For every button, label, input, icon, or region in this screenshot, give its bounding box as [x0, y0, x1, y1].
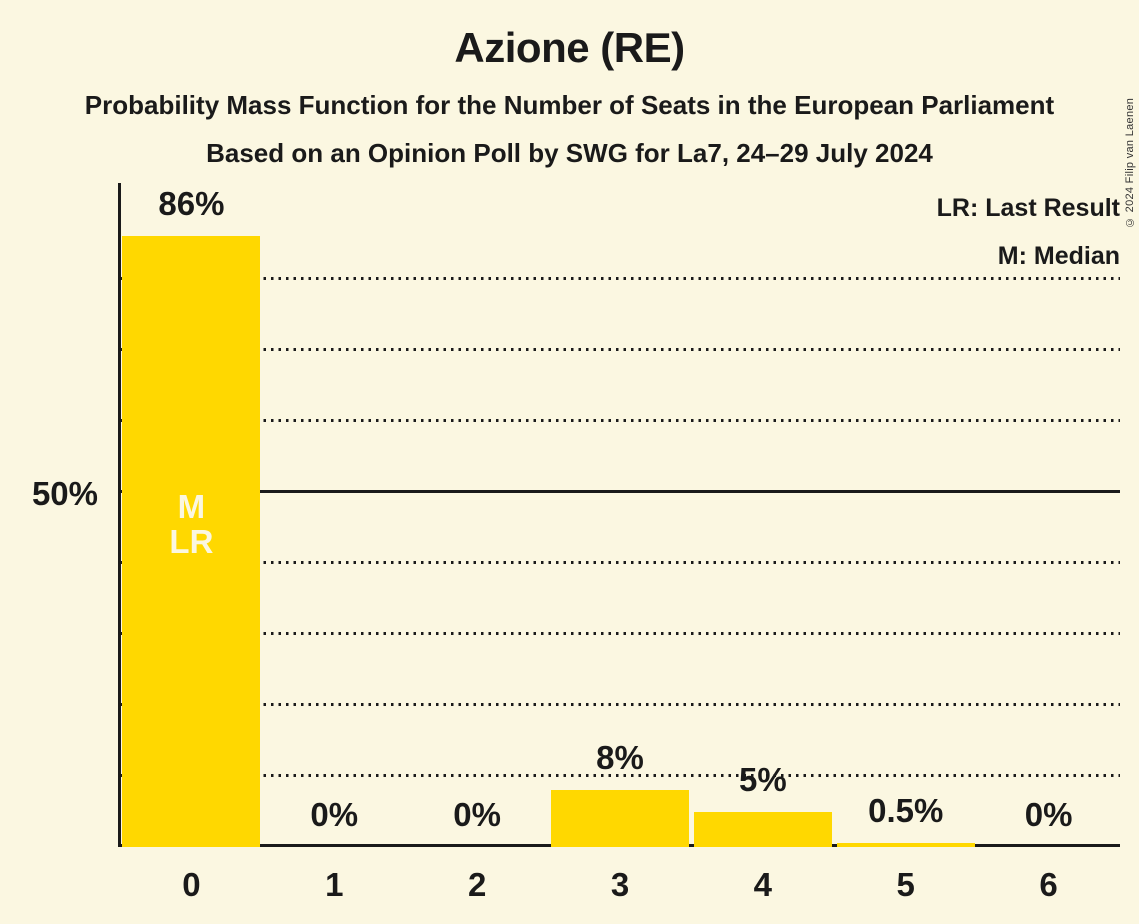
x-tick-label-4: 4: [753, 866, 773, 903]
gridline-60pct: [121, 419, 1120, 422]
bar-0: [122, 236, 261, 847]
chart-subtitle: Probability Mass Function for the Number…: [84, 90, 1055, 120]
chart-title: Azione (RE): [454, 24, 685, 71]
bar-3: [551, 790, 689, 847]
gridline-80pct: [121, 277, 1120, 280]
gridline-40pct: [121, 561, 1120, 564]
bar-value-label-1: 0%: [310, 796, 359, 833]
x-tick-label-5: 5: [896, 866, 915, 903]
legend: LR: Last Result M: Median: [937, 184, 1120, 280]
gridline-10pct: [121, 774, 1120, 777]
bar-value-label-3: 8%: [596, 739, 644, 777]
bar-5: [836, 843, 975, 847]
gridline-30pct: [121, 632, 1120, 635]
bar-value-label-2: 0%: [453, 796, 501, 833]
bar-value-label-6: 0%: [1024, 796, 1073, 833]
x-tick-label-2: 2: [467, 866, 487, 903]
bar-value-label-4: 5%: [738, 760, 787, 798]
chart-poll-source: Based on an Opinion Poll by SWG for La7,…: [206, 138, 933, 168]
x-tick-label-3: 3: [610, 866, 630, 903]
gridline-70pct: [121, 348, 1120, 351]
legend-last-result: LR: Last Result: [936, 194, 1120, 222]
x-tick-label-1: 1: [325, 866, 344, 903]
x-tick-label-6: 6: [1039, 866, 1058, 903]
bar-4: [693, 811, 832, 847]
legend-median: M: Median: [997, 242, 1120, 270]
x-tick-label-0: 0: [182, 866, 201, 903]
bar-value-label-0: 86%: [158, 185, 225, 223]
median-last-result-annotation: M LR: [169, 488, 214, 560]
bar-value-label-5: 0.5%: [868, 792, 944, 830]
copyright-notice: © 2024 Filip van Laenen: [1124, 97, 1136, 228]
reference-line-50pct: [121, 490, 1120, 493]
y-axis-50pct-label: 50%: [31, 475, 98, 512]
gridline-20pct: [121, 703, 1120, 706]
